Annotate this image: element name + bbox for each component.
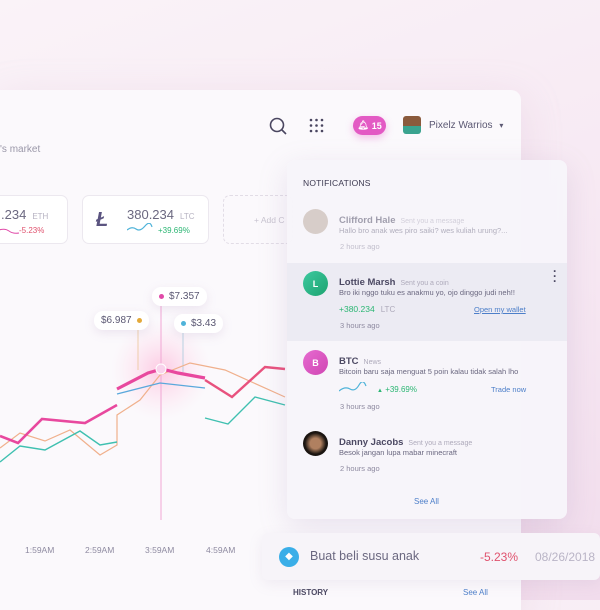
sparkline-icon (127, 223, 153, 231)
selected-point[interactable] (155, 363, 167, 375)
notification-item[interactable]: Danny Jacobs Sent you a message Besok jan… (287, 425, 567, 480)
chevron-down-icon: ▾ (499, 121, 504, 130)
avatar: L (303, 271, 328, 296)
more-options-icon[interactable]: · · · (553, 264, 557, 288)
series-line-orange (0, 362, 286, 456)
apps-grid-icon[interactable] (309, 118, 324, 133)
x-axis-label: 4:59AM (206, 545, 236, 555)
bell-icon: 🔔︎ (357, 120, 369, 130)
series-line-teal (0, 430, 118, 463)
avatar (303, 431, 328, 456)
tooltip-blue: $3.43 (174, 314, 224, 333)
sparkline-icon (0, 228, 20, 234)
add-coin-button[interactable]: + Add C (223, 195, 293, 244)
notifications-panel: NOTIFICATIONS Clifford Hale Sent you a me… (287, 160, 567, 519)
avatar: B (303, 350, 328, 375)
notification-item[interactable]: Clifford Hale Sent you a message Hallo br… (287, 204, 567, 260)
search-icon[interactable] (268, 116, 288, 136)
user-menu[interactable]: Pixelz Warrios ▾ (429, 120, 504, 131)
litecoin-icon: Ł (96, 209, 109, 231)
series-line-blue (116, 382, 206, 395)
notifications-title: NOTIFICATIONS (303, 178, 371, 188)
open-wallet-link[interactable]: Open my wallet (474, 305, 526, 314)
trade-now-link[interactable]: Trade now (491, 385, 527, 394)
price-chart[interactable] (0, 280, 290, 530)
see-all-history-link[interactable]: See All (463, 588, 488, 597)
ethereum-icon: ◆ (279, 547, 299, 567)
x-axis-label: 1:59AM (25, 545, 55, 555)
tooltip-orange: $6.987 (94, 311, 149, 330)
series-line-teal-2 (204, 396, 286, 425)
user-avatar[interactable] (403, 116, 421, 134)
notification-item[interactable]: L Lottie Marsh Sent you a coin · · · Bro ik… (287, 263, 567, 341)
x-axis-label: 3:59AM (145, 545, 175, 555)
series-line-pink-3 (204, 365, 286, 399)
coin-card-eth[interactable]: .234 ETH -5.23% (0, 195, 68, 244)
sparkline-icon (339, 382, 367, 392)
notification-item[interactable]: B BTC News Bitcoin baru saja menguat 5 po… (287, 345, 567, 420)
avatar (303, 209, 328, 234)
see-all-notifications-link[interactable]: See All (414, 497, 439, 506)
x-axis-label: 2:59AM (85, 545, 115, 555)
coin-card-ltc[interactable]: Ł 380.234 LTC +39.69% (82, 195, 209, 244)
transaction-row[interactable]: ◆ Buat beli susu anak -5.23% 08/26/2018 (262, 533, 600, 580)
notifications-button[interactable]: 🔔︎ 15 (353, 116, 386, 135)
tooltip-pink: $7.357 (152, 287, 207, 306)
history-title: HISTORY (293, 588, 329, 597)
series-line-pink (0, 403, 118, 445)
page-subtitle: 's market (0, 144, 41, 155)
